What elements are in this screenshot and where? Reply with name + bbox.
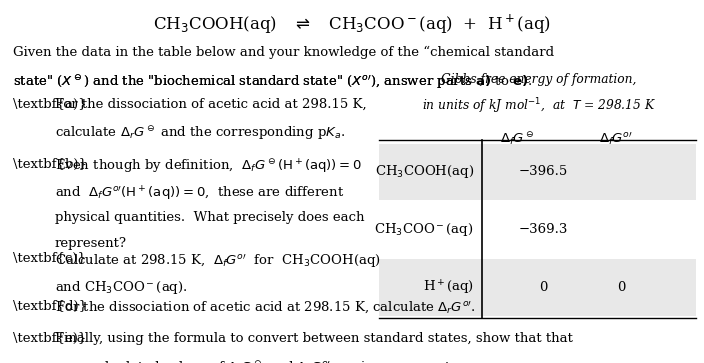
Text: For the dissociation of acetic acid at 298.15 K, calculate $\Delta_r G^{o\prime}: For the dissociation of acetic acid at 2… bbox=[55, 299, 475, 315]
Text: Even though by definition,  $\Delta_f G^\ominus(\mathrm{H^+(aq)}) = 0$: Even though by definition, $\Delta_f G^\… bbox=[55, 158, 362, 176]
Bar bbox=[379, 259, 696, 315]
Text: state" ($X^\ominus$) and the "biochemical standard state" ($X^{o\prime}$), answe: state" ($X^\ominus$) and the "biochemica… bbox=[13, 73, 473, 90]
Text: represent?: represent? bbox=[55, 237, 127, 250]
Bar bbox=[379, 202, 696, 258]
Text: your calculated values of $\Delta_r G^\ominus$ and $\Delta_r G^{o\prime}$ are in: your calculated values of $\Delta_r G^\o… bbox=[55, 359, 455, 363]
Text: H$^+$(aq): H$^+$(aq) bbox=[422, 278, 474, 297]
Text: \textbf{e)}: \textbf{e)} bbox=[13, 332, 86, 345]
Text: \textbf{d)}: \textbf{d)} bbox=[13, 299, 87, 313]
Bar bbox=[379, 143, 696, 200]
Text: state" ($X^\ominus$) and the "biochemical standard state" ($X^{o\prime}$), answe: state" ($X^\ominus$) and the "biochemica… bbox=[13, 73, 532, 90]
Text: \textbf{b)}: \textbf{b)} bbox=[13, 158, 87, 171]
Text: calculate $\Delta_r G^\ominus$ and the corresponding p$K_a$.: calculate $\Delta_r G^\ominus$ and the c… bbox=[55, 125, 345, 142]
Text: Gibbs free energy of formation,: Gibbs free energy of formation, bbox=[441, 73, 636, 86]
Text: −369.3: −369.3 bbox=[519, 223, 568, 236]
Text: Calculate at 298.15 K,  $\Delta_f G^{o\prime}$  for  CH$_3$COOH(aq): Calculate at 298.15 K, $\Delta_f G^{o\pr… bbox=[55, 252, 381, 270]
Text: \textbf{c)}: \textbf{c)} bbox=[13, 252, 86, 265]
Text: 0: 0 bbox=[617, 281, 625, 294]
Text: 0: 0 bbox=[539, 281, 548, 294]
Text: and  $\Delta_f G^{o\prime}(\mathrm{H^+(aq)}) = 0$,  these are different: and $\Delta_f G^{o\prime}(\mathrm{H^+(aq… bbox=[55, 184, 344, 203]
Text: in units of kJ mol$^{-1}$,  at  $T$ = 298.15 K: in units of kJ mol$^{-1}$, at $T$ = 298.… bbox=[422, 96, 655, 116]
Text: and CH$_3$COO$^-$(aq).: and CH$_3$COO$^-$(aq). bbox=[55, 279, 187, 296]
Text: $\Delta_f G^{o\prime}$: $\Delta_f G^{o\prime}$ bbox=[599, 131, 633, 147]
Text: \textbf{a)}: \textbf{a)} bbox=[13, 98, 87, 111]
Text: −396.5: −396.5 bbox=[519, 165, 568, 178]
Text: CH$_3$COOH(aq): CH$_3$COOH(aq) bbox=[375, 163, 474, 180]
Text: physical quantities.  What precisely does each: physical quantities. What precisely does… bbox=[55, 211, 365, 224]
Text: Given the data in the table below and your knowledge of the “chemical standard: Given the data in the table below and yo… bbox=[13, 45, 554, 58]
Text: $\Delta_f G^\ominus$: $\Delta_f G^\ominus$ bbox=[500, 131, 535, 148]
Text: Finally, using the formula to convert between standard states, show that that: Finally, using the formula to convert be… bbox=[55, 332, 573, 345]
Text: CH$_3$COO$^-$(aq): CH$_3$COO$^-$(aq) bbox=[375, 221, 474, 238]
Text: CH$_3$COOH(aq)   $\rightleftharpoons$   CH$_3$COO$^-$(aq)  +  H$^+$(aq): CH$_3$COOH(aq) $\rightleftharpoons$ CH$_… bbox=[153, 13, 551, 36]
Text: For the dissociation of acetic acid at 298.15 K,: For the dissociation of acetic acid at 2… bbox=[55, 98, 367, 111]
